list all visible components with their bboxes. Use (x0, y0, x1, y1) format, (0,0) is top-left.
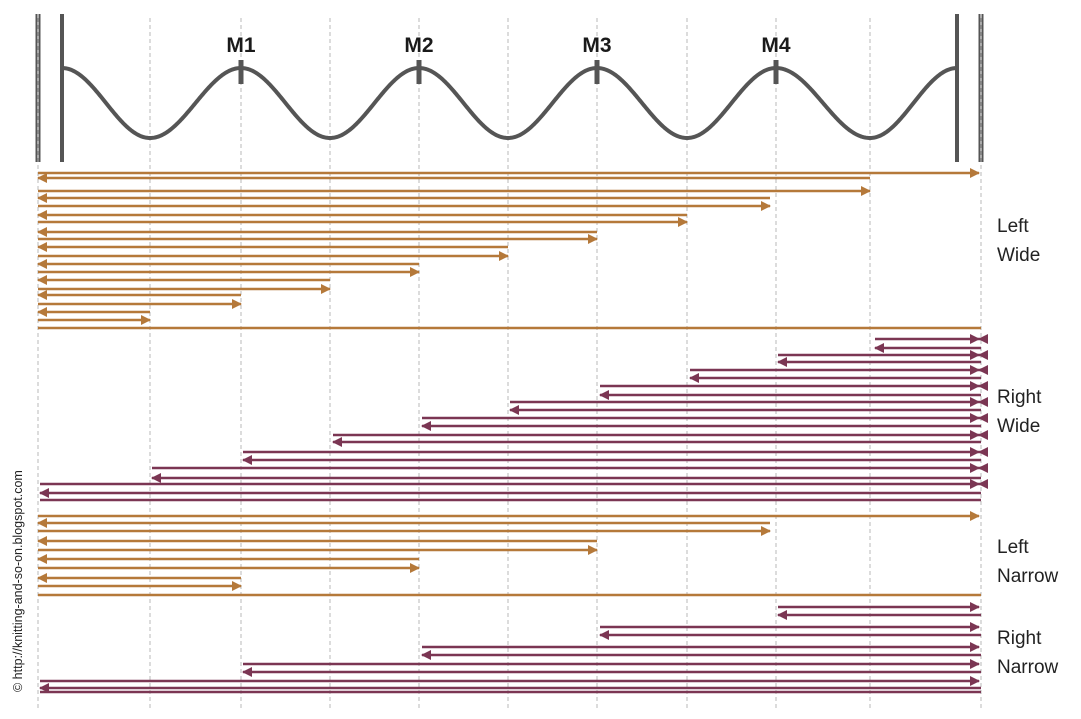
stitch-markers: M1 M2 M3 M4 (226, 34, 791, 84)
stitch-marker (594, 60, 600, 84)
stitch-guide-lines (37, 18, 982, 708)
stitch-wave (61, 65, 958, 141)
svg-text:Right: Right (997, 628, 1042, 649)
marker-label: M1 (226, 34, 255, 57)
copyright-credit: © http://knitting-and-so-on.blogspot.com (11, 470, 25, 692)
stitch-marker (773, 60, 779, 84)
section-label-left-narrow: Left Narrow (997, 537, 1059, 587)
svg-text:Right: Right (997, 387, 1042, 408)
svg-text:Left: Left (997, 537, 1029, 558)
svg-text:Narrow: Narrow (997, 657, 1059, 678)
section-label-left-wide: Left Wide (997, 216, 1040, 266)
svg-text:Wide: Wide (997, 416, 1040, 437)
stitch-marker (238, 60, 244, 84)
needles (35, 14, 984, 162)
section-label-right-narrow: Right Narrow (997, 628, 1059, 678)
marker-label: M3 (582, 34, 611, 57)
marker-label: M4 (761, 34, 790, 57)
marker-label: M2 (404, 34, 433, 57)
svg-text:Narrow: Narrow (997, 566, 1059, 587)
section-label-right-wide: Right Wide (997, 387, 1042, 437)
short-rows (37, 168, 988, 694)
stitch-marker (416, 60, 422, 84)
svg-text:Left: Left (997, 216, 1029, 237)
svg-text:Wide: Wide (997, 245, 1040, 266)
